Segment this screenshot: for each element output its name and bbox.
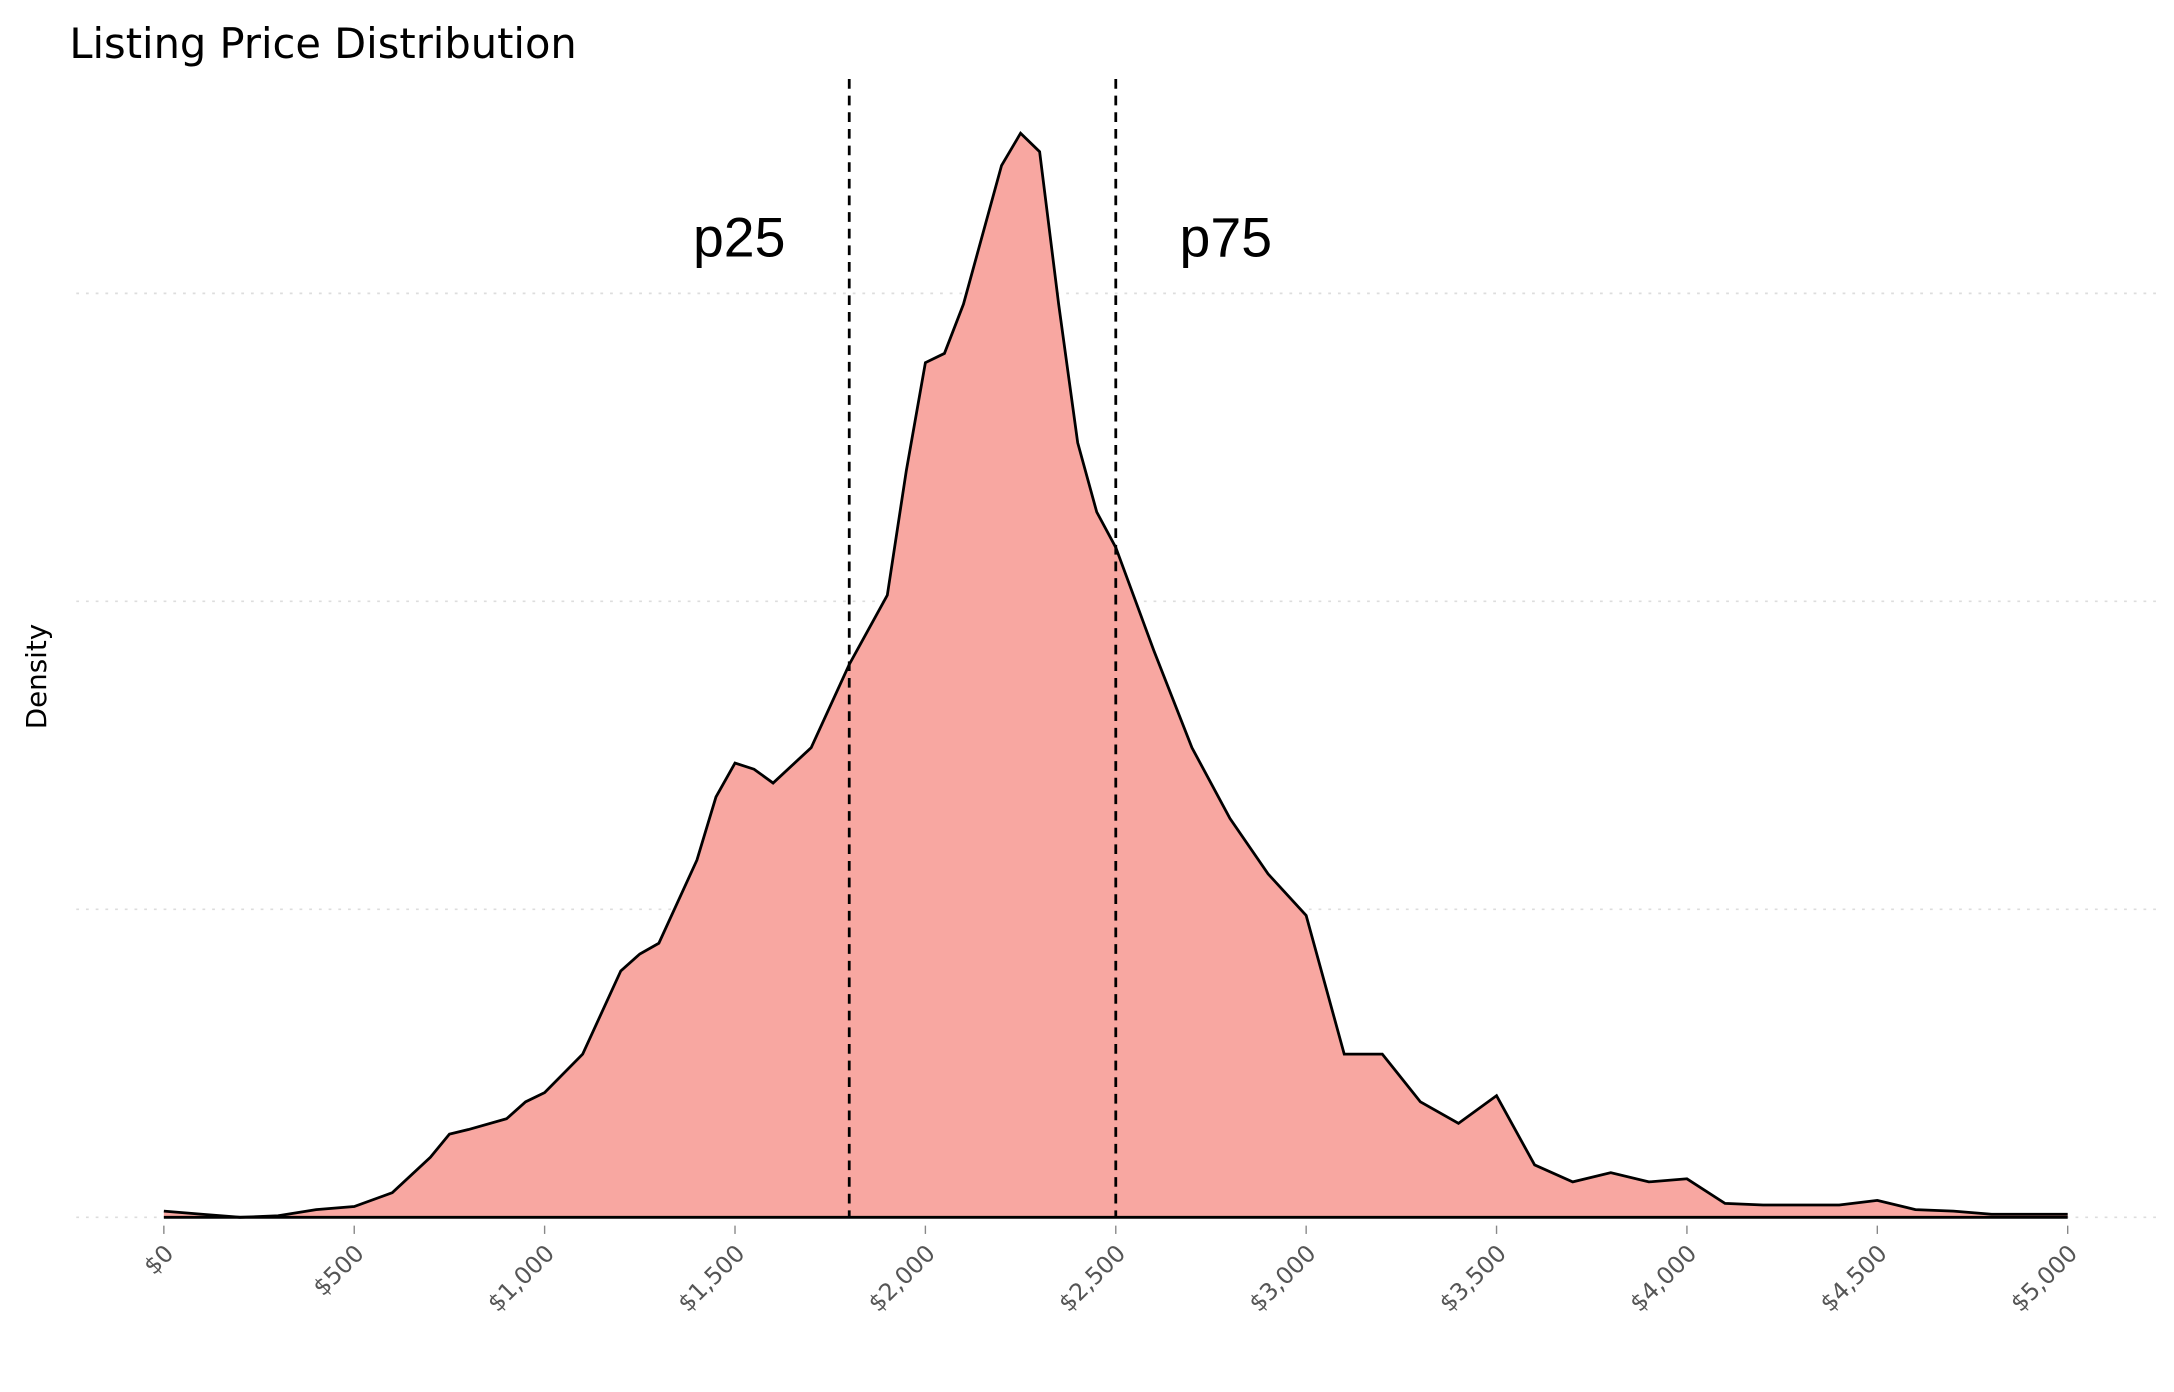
- y-axis-label: Density: [20, 624, 53, 729]
- density-area: [163, 133, 2068, 1218]
- x-tick-label: $2,000: [863, 1239, 941, 1317]
- density-line: [163, 131, 2068, 1219]
- percentile-label: p25: [693, 206, 786, 268]
- x-tick-label: $4,000: [1624, 1239, 1702, 1317]
- chart-title: Listing Price Distribution: [69, 19, 576, 68]
- x-tick-label: $0: [138, 1239, 179, 1280]
- x-tick-label: $5,000: [2005, 1239, 2083, 1317]
- x-tick-label: $2,500: [1053, 1239, 1131, 1317]
- x-tick-label: $3,500: [1434, 1239, 1512, 1317]
- x-tick-label: $1,000: [482, 1239, 560, 1317]
- x-tick-label: $3,000: [1243, 1239, 1321, 1317]
- x-tick-label: $4,500: [1815, 1239, 1893, 1317]
- percentile-label: p75: [1180, 206, 1273, 268]
- x-tick-label: $1,500: [672, 1239, 750, 1317]
- x-tick-label: $500: [307, 1239, 369, 1301]
